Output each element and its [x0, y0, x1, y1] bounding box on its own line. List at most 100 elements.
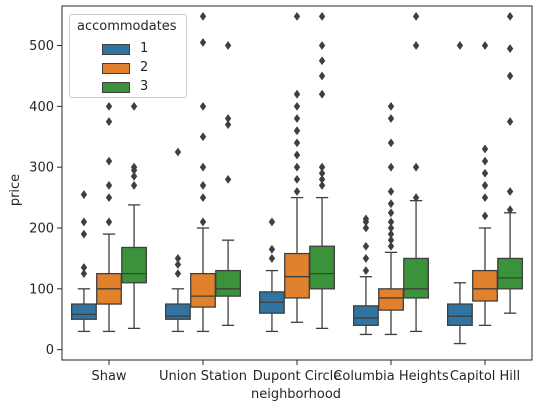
- outlier-point: [224, 120, 232, 130]
- iqr-box: [403, 257, 429, 299]
- outlier-point: [199, 162, 207, 172]
- y-tick-label: 100: [29, 282, 54, 297]
- iqr-box: [165, 303, 191, 320]
- outlier-point: [105, 193, 113, 202]
- outlier-point: [318, 11, 326, 21]
- outlier-point: [130, 171, 138, 181]
- outlier-point: [268, 244, 276, 254]
- legend-label: 2: [140, 60, 149, 75]
- outlier-point: [293, 114, 301, 123]
- outlier-point: [174, 254, 182, 263]
- outlier-point: [174, 269, 182, 279]
- outlier-point: [268, 217, 276, 227]
- outlier-point: [387, 235, 395, 245]
- iqr-box: [215, 269, 241, 297]
- outlier-point: [130, 181, 138, 190]
- outlier-point: [105, 181, 113, 190]
- outlier-point: [318, 168, 326, 178]
- outlier-point: [506, 205, 514, 215]
- outlier-point: [318, 181, 326, 190]
- iqr-box: [353, 305, 379, 326]
- legend-title: accommodates: [77, 19, 177, 34]
- outlier-point: [199, 38, 207, 47]
- y-tick-label: 400: [29, 100, 54, 115]
- outlier-point: [387, 101, 395, 111]
- box-1-2: [259, 217, 285, 333]
- box-series-group: [71, 11, 523, 345]
- outlier-point: [293, 174, 301, 184]
- x-tick-label: Shaw: [91, 369, 126, 384]
- outlier-point: [224, 114, 232, 123]
- outlier-point: [412, 41, 420, 50]
- y-axis: 0 100 200 300 400 500: [29, 39, 62, 358]
- outlier-point: [481, 193, 489, 202]
- box-3-3: [403, 11, 429, 333]
- outlier-point: [199, 181, 207, 190]
- box-3-0: [121, 101, 147, 330]
- outlier-point: [481, 156, 489, 166]
- outlier-point: [293, 101, 301, 111]
- outlier-point: [293, 187, 301, 196]
- legend: accommodates 1 2 3: [69, 14, 187, 98]
- outlier-point: [481, 211, 489, 221]
- outlier-point: [293, 126, 301, 136]
- box-2-1: [190, 11, 216, 333]
- outlier-point: [318, 71, 326, 81]
- outlier-point: [318, 162, 326, 172]
- x-tick-label: Capitol Hill: [450, 369, 520, 384]
- iqr-box: [309, 245, 335, 290]
- outlier-point: [293, 11, 301, 21]
- outlier-point: [80, 263, 88, 272]
- outlier-point: [362, 266, 370, 275]
- outlier-point: [199, 101, 207, 111]
- legend-label: 3: [140, 79, 149, 94]
- outlier-point: [199, 11, 207, 21]
- outlier-point: [105, 117, 113, 126]
- legend-swatch: [102, 63, 130, 74]
- outlier-point: [506, 117, 514, 126]
- outlier-point: [199, 132, 207, 142]
- outlier-point: [506, 44, 514, 53]
- iqr-box: [190, 272, 216, 308]
- iqr-box: [378, 288, 404, 311]
- iqr-box: [472, 269, 498, 302]
- outlier-point: [387, 114, 395, 123]
- outlier-point: [80, 229, 88, 239]
- outlier-point: [362, 214, 370, 224]
- box-2-3: [378, 101, 404, 336]
- y-tick-label: 300: [29, 161, 54, 176]
- iqr-box: [497, 257, 523, 290]
- outlier-point: [174, 147, 182, 157]
- x-tick-label: Union Station: [159, 369, 247, 384]
- outlier-point: [80, 217, 88, 227]
- iqr-box: [71, 303, 97, 320]
- outlier-point: [387, 162, 395, 172]
- outlier-point: [105, 101, 113, 111]
- outlier-point: [318, 56, 326, 66]
- x-tick-label: Dupont Circle: [253, 369, 341, 384]
- y-tick-label: 0: [46, 343, 54, 358]
- outlier-point: [387, 138, 395, 148]
- outlier-point: [481, 168, 489, 178]
- outlier-point: [387, 199, 395, 209]
- outlier-point: [362, 223, 370, 233]
- outlier-point: [412, 11, 420, 21]
- outlier-point: [293, 150, 301, 160]
- box-1-3: [353, 214, 379, 336]
- outlier-point: [130, 101, 138, 111]
- y-tick-label: 200: [29, 222, 54, 237]
- outlier-point: [105, 156, 113, 166]
- outlier-point: [387, 208, 395, 218]
- outlier-point: [412, 193, 420, 202]
- outlier-point: [318, 89, 326, 99]
- y-tick-label: 500: [29, 39, 54, 54]
- box-3-4: [497, 11, 523, 314]
- outlier-point: [387, 241, 395, 251]
- outlier-point: [130, 162, 138, 172]
- legend-swatch: [102, 44, 130, 55]
- outlier-point: [318, 174, 326, 184]
- outlier-point: [224, 174, 232, 184]
- box-1-4: [447, 41, 473, 345]
